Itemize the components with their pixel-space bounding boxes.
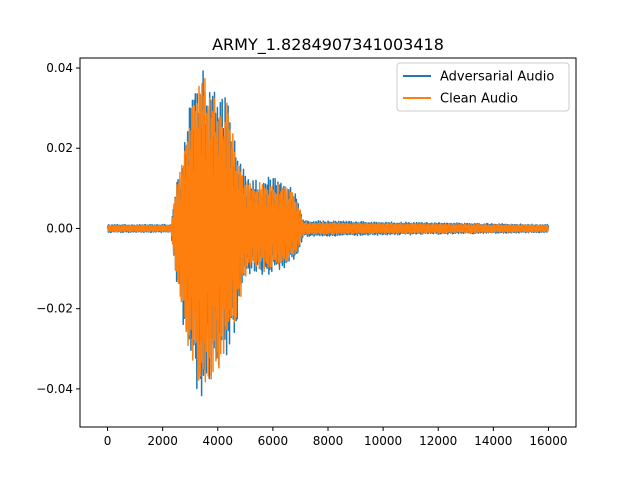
x-tick-label: 12000 (419, 434, 457, 448)
y-tick-label: 0.04 (46, 61, 73, 75)
x-tick-label: 16000 (529, 434, 567, 448)
x-tick-label: 8000 (313, 434, 344, 448)
x-tick-label: 0 (104, 434, 112, 448)
legend-label: Adversarial Audio (440, 70, 554, 85)
x-tick-label: 14000 (474, 434, 512, 448)
legend: Adversarial Audio Clean Audio (396, 62, 570, 112)
x-axis: 0 2000 4000 6000 8000 10000 12000 14000 16000 (104, 427, 568, 448)
legend-box (396, 62, 570, 112)
y-axis: −0.04 −0.02 0.00 0.02 0.04 (36, 61, 80, 396)
x-tick-label: 10000 (364, 434, 402, 448)
y-tick-label: 0.00 (46, 221, 73, 235)
x-tick-label: 2000 (147, 434, 178, 448)
axes-frame (79, 57, 577, 428)
series-line-clean-audio (106, 78, 550, 383)
chart-title: ARMY_1.8284907341003418 (212, 35, 444, 55)
legend-label: Clean Audio (440, 92, 518, 107)
plot-area (106, 70, 550, 397)
y-tick-label: −0.02 (36, 302, 73, 316)
x-tick-label: 4000 (203, 434, 234, 448)
y-tick-label: −0.04 (36, 382, 73, 396)
y-tick-label: 0.02 (46, 141, 73, 155)
x-tick-label: 6000 (258, 434, 289, 448)
